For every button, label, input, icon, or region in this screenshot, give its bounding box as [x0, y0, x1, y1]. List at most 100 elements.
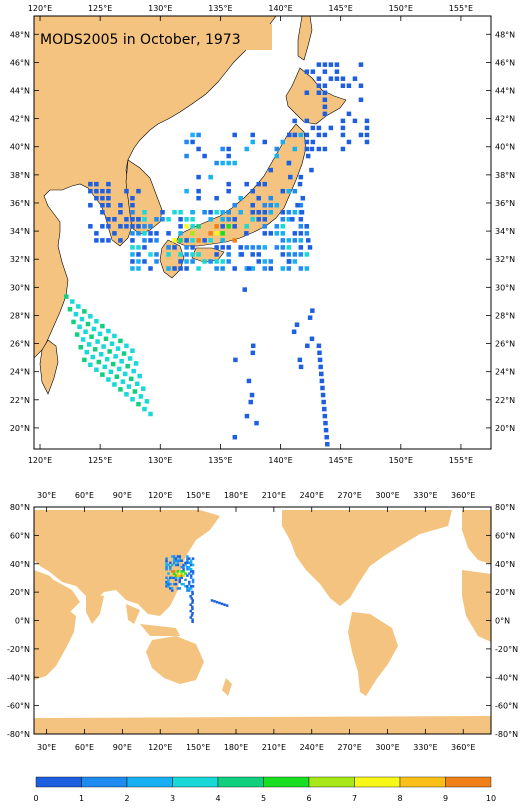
observation-cell	[220, 146, 225, 152]
observation-cell	[188, 580, 191, 584]
observation-cell	[178, 572, 182, 575]
observation-cell	[86, 342, 92, 347]
observation-cell	[188, 587, 191, 590]
observation-cell	[167, 580, 170, 584]
observation-cell	[352, 76, 358, 81]
observation-cell	[172, 561, 176, 565]
observation-cell	[106, 195, 111, 201]
observation-cell	[170, 587, 174, 590]
observation-cell	[124, 188, 129, 194]
observation-cell	[298, 266, 304, 271]
lat-tick-label: 22°N	[10, 396, 30, 405]
observation-cell	[100, 323, 105, 329]
observation-cell	[80, 337, 86, 342]
observation-cell	[136, 259, 141, 264]
observation-cell	[136, 224, 141, 229]
observation-cell	[214, 259, 219, 264]
observation-cell	[190, 139, 195, 145]
observation-cell	[280, 245, 286, 250]
observation-cell	[70, 299, 75, 304]
observation-cell	[88, 188, 93, 194]
observation-cell	[125, 363, 130, 369]
lat-tick-label: 20°N	[495, 588, 515, 597]
observation-cell	[346, 111, 352, 117]
observation-cell	[154, 231, 159, 236]
observation-cell	[226, 259, 231, 264]
observation-cell	[172, 559, 176, 562]
observation-cell	[154, 238, 159, 243]
observation-cell	[191, 557, 195, 560]
observation-cell	[180, 582, 183, 586]
observation-cell	[226, 188, 231, 194]
observation-cell	[316, 83, 322, 88]
observation-cell	[148, 231, 153, 236]
observation-cell	[298, 231, 304, 236]
observation-cell	[138, 394, 144, 399]
observation-cell	[127, 356, 133, 361]
lat-tick-label: 80°N	[10, 503, 30, 512]
lat-tick-label: 24°N	[495, 368, 515, 377]
lon-tick-label: 120°E	[148, 743, 172, 752]
observation-cell	[94, 181, 99, 187]
observation-cell	[262, 202, 267, 208]
observation-cell	[309, 167, 314, 173]
observation-cell	[136, 217, 141, 222]
observation-cell	[232, 224, 237, 229]
observation-cell	[166, 266, 171, 271]
observation-cell	[340, 118, 346, 124]
lon-tick-label: 60°E	[75, 491, 94, 500]
observation-cell	[364, 118, 370, 124]
observation-cell	[220, 210, 225, 215]
lon-tick-label: 30°E	[37, 491, 56, 500]
observation-cell	[250, 266, 255, 271]
lon-tick-label: 210°E	[262, 743, 286, 752]
lat-tick-label: 48°N	[10, 30, 30, 39]
observation-cell	[165, 582, 168, 586]
observation-cell	[166, 231, 171, 236]
observation-cell	[169, 582, 172, 586]
lon-tick-label: 90°E	[113, 743, 132, 752]
color-bar-segment	[81, 776, 128, 788]
observation-cell	[106, 377, 111, 382]
observation-cell	[178, 238, 183, 243]
observation-cell	[166, 217, 171, 222]
lat-tick-label: 28°N	[10, 311, 30, 320]
observation-cell	[79, 316, 85, 322]
observation-cell	[189, 587, 193, 590]
observation-cell	[324, 434, 329, 440]
observation-cell	[262, 259, 267, 264]
observation-cell	[189, 570, 193, 573]
observation-cell	[189, 574, 193, 577]
observation-cell	[124, 224, 129, 229]
observation-cell	[262, 217, 267, 222]
observation-cell	[89, 334, 94, 339]
observation-cell	[167, 582, 170, 586]
observation-cell	[165, 561, 168, 565]
observation-cell	[130, 217, 135, 222]
observation-cell	[165, 557, 168, 560]
observation-cell	[262, 181, 267, 187]
observation-cell	[172, 557, 176, 560]
observation-cell	[316, 76, 322, 81]
observation-cell	[167, 572, 170, 575]
lon-tick-label: 150°E	[389, 4, 413, 13]
bottom-map-lon-labels-top: 30°E 60°E 90°E 120°E 150°E 180°E 210°E 240°E 270…	[37, 491, 475, 512]
observation-cell	[239, 252, 245, 257]
observation-cell	[268, 202, 274, 208]
observation-cell	[358, 132, 364, 138]
observation-cell	[188, 565, 191, 569]
observation-cell	[95, 339, 100, 344]
observation-cell	[190, 217, 195, 222]
top-map-lat-labels-right: 20°N 22°N 24°N 26°N 28°N 30°N 32°N 34°N 36°N 38°N…	[486, 30, 515, 433]
observation-cell	[292, 231, 298, 236]
observation-cell	[170, 576, 174, 580]
observation-cell	[249, 392, 255, 398]
observation-cell	[310, 139, 316, 145]
lat-tick-label: 40°N	[10, 143, 30, 152]
lat-tick-label: 34°N	[10, 227, 30, 236]
observation-cell	[316, 146, 322, 152]
observation-cell	[184, 224, 189, 229]
observation-cell	[186, 557, 189, 560]
observation-cell	[232, 132, 237, 138]
observation-cell	[184, 585, 187, 588]
